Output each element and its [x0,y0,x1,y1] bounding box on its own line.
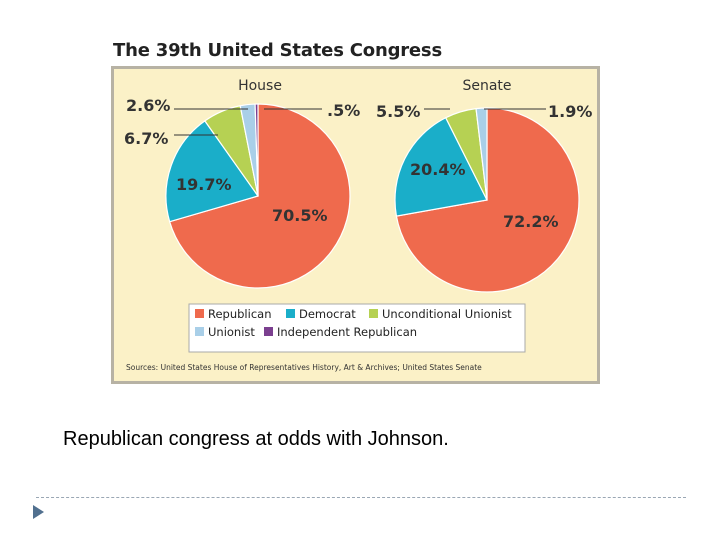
chart-title: The 39th United States Congress [113,40,442,61]
house-data-label-republican: 70.5% [272,206,328,225]
legend-swatch-democrat [286,309,295,318]
source-note: Sources: United States House of Represen… [126,363,482,372]
house-slice-democrat [165,120,259,223]
legend-label-independent-republican: Independent Republican [277,325,417,339]
legend-swatch-independent-republican [264,327,273,336]
legend-label-democrat: Democrat [299,307,356,321]
senate-slice-republican [395,107,580,293]
legend-swatch-unionist [195,327,204,336]
slide-caption: Republican congress at odds with Johnson… [63,428,449,450]
house-data-label-unconditional-unionist: 6.7% [124,129,168,148]
house-data-label-democrat: 19.7% [176,175,232,194]
senate-data-label-unconditional-unionist: 5.5% [376,102,420,121]
house-slice-republican [168,103,351,289]
house-slice-independent-republican [254,103,259,197]
senate-slice-democrat [394,116,488,217]
house-pie-title: House [238,78,282,94]
legend-label-unconditional-unionist: Unconditional Unionist [382,307,512,321]
legend-label-republican: Republican [208,307,272,321]
senate-pie-title: Senate [462,78,511,94]
senate-data-label-democrat: 20.4% [410,160,466,179]
legend-swatch-republican [195,309,204,318]
legend-label-unionist: Unionist [208,325,255,339]
senate-data-label-republican: 72.2% [503,212,559,231]
footer-divider [36,497,686,498]
house-data-label-unionist: 2.6% [126,96,170,115]
senate-slice-unionist [475,107,488,201]
legend-swatch-unconditional-unionist [369,309,378,318]
house-data-label-independent-republican: .5% [327,101,360,120]
legend-box [188,303,526,353]
senate-data-label-unionist: 1.9% [548,102,592,121]
triangle-bullet-icon [33,505,44,519]
